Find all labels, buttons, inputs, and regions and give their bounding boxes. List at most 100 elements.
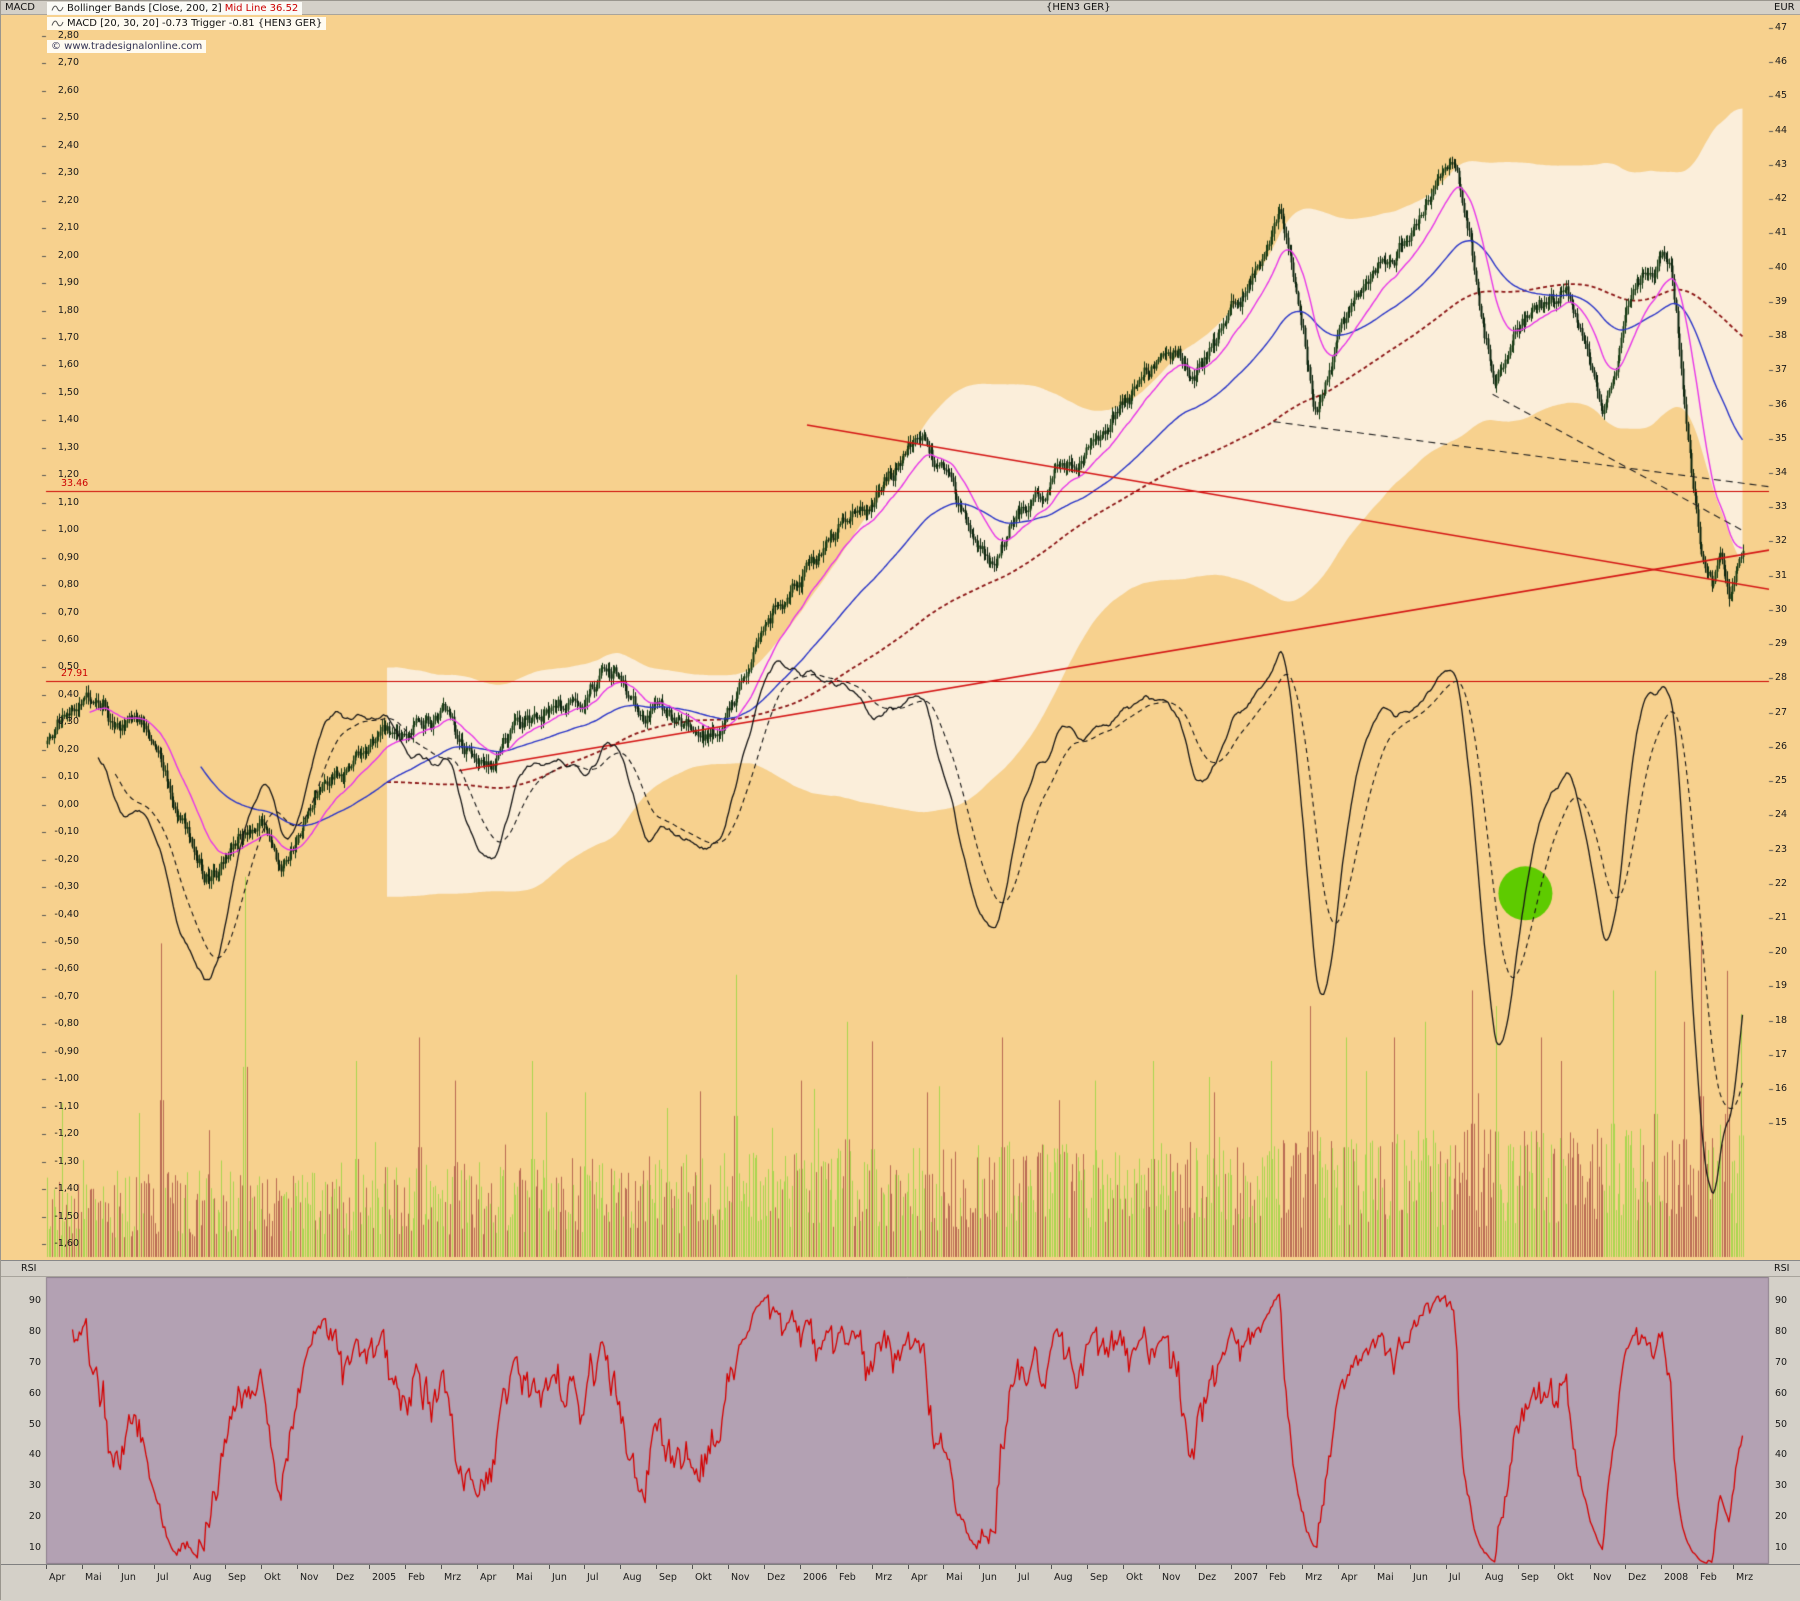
- legend-macd[interactable]: MACD [20, 30, 20] -0.73 Trigger -0.81 {H…: [47, 17, 327, 30]
- time-axis-tick: [1159, 1565, 1160, 1569]
- time-axis-tick: [1518, 1565, 1519, 1569]
- time-axis-label: Sep: [1090, 1572, 1108, 1583]
- time-axis-tick: [513, 1565, 514, 1569]
- time-axis-label: Sep: [228, 1572, 246, 1583]
- legend-bollinger[interactable]: Bollinger Bands [Close, 200, 2] Mid Line…: [47, 2, 303, 15]
- time-axis-tick: [943, 1565, 944, 1569]
- time-axis-label: Feb: [1700, 1572, 1717, 1583]
- time-axis-label: Dez: [1198, 1572, 1217, 1583]
- time-axis-label: Jul: [157, 1572, 169, 1583]
- time-axis-label: Jul: [1018, 1572, 1030, 1583]
- time-axis-tick: [369, 1565, 370, 1569]
- time-axis-tick: [692, 1565, 693, 1569]
- indicator-curve-icon: [51, 5, 64, 12]
- time-axis-label: Mai: [946, 1572, 963, 1583]
- time-axis-tick: [836, 1565, 837, 1569]
- time-axis-tick: [1482, 1565, 1483, 1569]
- time-axis-label: Apr: [49, 1572, 66, 1583]
- time-axis-tick: [1661, 1565, 1662, 1569]
- time-axis-label: Nov: [1593, 1572, 1612, 1583]
- time-axis-label: Jun: [121, 1572, 136, 1583]
- time-axis-tick: [728, 1565, 729, 1569]
- rsi-chart-panel: [1, 1277, 1800, 1564]
- main-chart-panel: [1, 15, 1800, 1260]
- time-axis-label: Feb: [839, 1572, 856, 1583]
- time-axis-tick: [1625, 1565, 1626, 1569]
- time-axis-tick: [225, 1565, 226, 1569]
- resistance-level-label: 33.46: [61, 478, 89, 490]
- time-axis-label: Nov: [300, 1572, 319, 1583]
- time-axis-tick: [764, 1565, 765, 1569]
- time-axis-label: Mrz: [875, 1572, 893, 1583]
- time-axis-label: Jul: [1449, 1572, 1461, 1583]
- time-axis-tick: [1015, 1565, 1016, 1569]
- time-axis-label: Feb: [408, 1572, 425, 1583]
- time-axis-label: 2008: [1664, 1572, 1689, 1583]
- time-axis-tick: [46, 1565, 47, 1569]
- time-axis-tick: [1266, 1565, 1267, 1569]
- time-axis-tick: [872, 1565, 873, 1569]
- main-chart-canvas[interactable]: [1, 15, 1800, 1260]
- time-axis-tick: [1087, 1565, 1088, 1569]
- time-axis-tick: [1410, 1565, 1411, 1569]
- time-axis-label: Dez: [1628, 1572, 1647, 1583]
- rsi-panel-header: RSI RSI: [1, 1260, 1800, 1277]
- time-axis-tick: [1446, 1565, 1447, 1569]
- eur-axis-title: EUR: [1774, 2, 1795, 13]
- time-axis-tick: [441, 1565, 442, 1569]
- time-axis-label: Jun: [982, 1572, 997, 1583]
- time-axis-tick: [297, 1565, 298, 1569]
- time-axis-tick: [908, 1565, 909, 1569]
- time-axis-tick: [1051, 1565, 1052, 1569]
- time-axis-label: Apr: [911, 1572, 928, 1583]
- time-axis-label: Okt: [695, 1572, 712, 1583]
- time-axis-label: Mai: [85, 1572, 102, 1583]
- time-axis-label: Nov: [731, 1572, 750, 1583]
- legend-bollinger-label: Bollinger Bands [Close, 200, 2]: [67, 3, 222, 14]
- time-axis-tick: [1123, 1565, 1124, 1569]
- symbol-tag: {HEN3 GER}: [1046, 2, 1111, 13]
- rsi-chart-canvas[interactable]: [1, 1277, 1800, 1564]
- time-axis-label: Okt: [264, 1572, 281, 1583]
- time-axis-tick: [1374, 1565, 1375, 1569]
- time-axis-label: Jun: [1413, 1572, 1428, 1583]
- time-axis-tick: [1231, 1565, 1232, 1569]
- time-axis-label: 2006: [803, 1572, 828, 1583]
- time-axis-label: Mrz: [1305, 1572, 1323, 1583]
- time-axis-tick: [620, 1565, 621, 1569]
- time-axis-label: Mai: [1377, 1572, 1394, 1583]
- time-axis-label: Jun: [552, 1572, 567, 1583]
- time-axis-label: Okt: [1126, 1572, 1143, 1583]
- time-axis-label: Jul: [587, 1572, 599, 1583]
- time-axis-label: Mrz: [1736, 1572, 1754, 1583]
- time-axis-label: Sep: [659, 1572, 677, 1583]
- time-axis-tick: [1302, 1565, 1303, 1569]
- time-axis-label: Dez: [336, 1572, 355, 1583]
- indicator-curve-icon: [51, 20, 64, 27]
- time-axis-label: Sep: [1521, 1572, 1539, 1583]
- time-axis-tick: [1697, 1565, 1698, 1569]
- time-axis-tick: [1195, 1565, 1196, 1569]
- time-axis-tick: [800, 1565, 801, 1569]
- time-axis-label: Aug: [623, 1572, 642, 1583]
- rsi-title-right: RSI: [1774, 1263, 1790, 1274]
- time-axis-label: Feb: [1269, 1572, 1286, 1583]
- macd-axis-title: MACD: [5, 2, 35, 13]
- time-axis-tick: [190, 1565, 191, 1569]
- time-axis: Apr Mai Jun Jul Aug Sep Okt Nov Dez 2005 Feb Mrz Apr…: [1, 1564, 1800, 1601]
- copyright-notice: © www.tradesignalonline.com: [47, 40, 207, 53]
- time-axis-tick: [1338, 1565, 1339, 1569]
- time-axis-label: Mrz: [444, 1572, 462, 1583]
- time-axis-label: 2007: [1234, 1572, 1259, 1583]
- time-axis-tick: [584, 1565, 585, 1569]
- time-axis-tick: [261, 1565, 262, 1569]
- time-axis-tick: [82, 1565, 83, 1569]
- support-level-label: 27.91: [61, 668, 89, 680]
- time-axis-tick: [118, 1565, 119, 1569]
- time-axis-label: Dez: [767, 1572, 786, 1583]
- time-axis-tick: [1733, 1565, 1734, 1569]
- time-axis-label: Mai: [516, 1572, 533, 1583]
- time-axis-tick: [656, 1565, 657, 1569]
- time-axis-tick: [477, 1565, 478, 1569]
